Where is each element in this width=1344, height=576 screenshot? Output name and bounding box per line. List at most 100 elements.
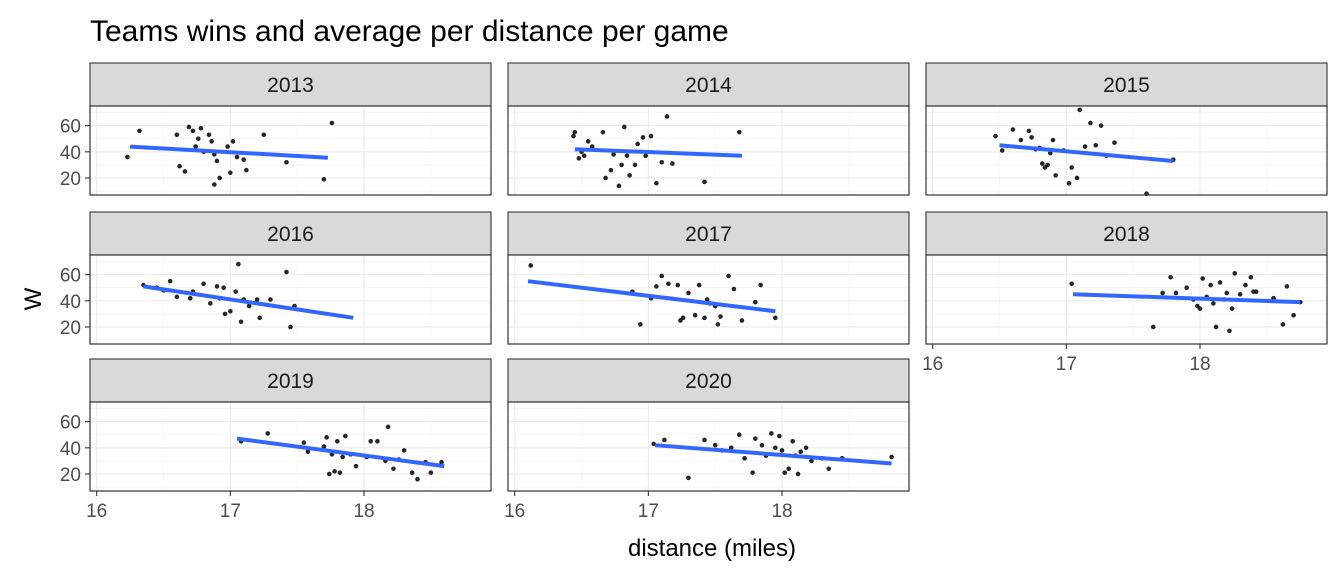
data-point	[236, 261, 241, 267]
data-point	[627, 173, 632, 178]
data-point	[1173, 290, 1179, 296]
data-point	[616, 183, 622, 189]
data-point	[632, 162, 638, 168]
data-point	[798, 449, 804, 455]
data-point	[692, 312, 698, 318]
data-point	[680, 315, 686, 321]
data-point	[654, 284, 659, 289]
data-point	[1066, 180, 1072, 186]
data-point	[1010, 127, 1016, 132]
data-point	[659, 159, 665, 165]
data-point	[288, 324, 293, 330]
data-point	[246, 303, 252, 309]
facet-strip	[89, 211, 492, 256]
data-point	[736, 432, 742, 438]
data-point	[611, 152, 616, 157]
panel-border	[925, 105, 1328, 196]
data-point	[664, 114, 670, 119]
data-point	[1069, 165, 1074, 170]
facet-2019: 2019 20 40 60 16 17 18	[60, 358, 492, 522]
data-point	[284, 159, 289, 165]
y-tick-label: 20	[60, 318, 81, 339]
data-point	[439, 459, 444, 465]
data-point	[659, 273, 665, 279]
trend-line	[236, 436, 445, 469]
facet-2015: 2015	[925, 62, 1328, 196]
data-point	[217, 175, 222, 181]
data-point	[702, 437, 707, 443]
data-point	[1039, 161, 1045, 166]
data-point	[234, 154, 240, 160]
data-point	[619, 162, 624, 168]
data-point	[268, 297, 273, 302]
facet-strip	[507, 62, 910, 107]
data-point	[261, 132, 267, 138]
plot-panel	[508, 402, 909, 491]
data-point	[608, 167, 614, 173]
panel-border	[89, 401, 492, 492]
data-point	[635, 141, 640, 147]
panel-border	[89, 105, 492, 196]
trend-line	[574, 147, 742, 158]
data-point	[712, 442, 718, 448]
data-point	[1243, 282, 1248, 288]
data-point	[640, 135, 646, 140]
x-tick-label: 18	[1189, 354, 1210, 375]
data-point	[195, 136, 201, 142]
data-point	[752, 299, 758, 305]
data-point	[257, 315, 263, 321]
data-point	[337, 470, 343, 475]
data-point	[1074, 175, 1080, 181]
data-point	[301, 440, 307, 445]
data-point	[177, 163, 182, 169]
data-point	[201, 281, 206, 287]
data-point	[651, 441, 656, 447]
data-point	[581, 153, 587, 159]
data-point	[999, 148, 1005, 153]
trend-line	[527, 279, 776, 314]
data-point	[428, 470, 434, 475]
data-point	[305, 449, 311, 455]
x-tick-label: 18	[771, 501, 792, 522]
data-point	[375, 438, 380, 444]
data-point	[638, 322, 643, 327]
data-point	[228, 170, 233, 176]
data-point	[1160, 290, 1165, 296]
data-point	[167, 278, 173, 284]
x-tick-label: 18	[353, 501, 374, 522]
facet-strip-label: 2019	[267, 370, 314, 393]
data-point	[214, 284, 220, 289]
facet-strip-label: 2013	[267, 74, 314, 97]
data-point	[675, 282, 681, 288]
data-point	[1184, 285, 1189, 291]
x-axis-title: distance (miles)	[628, 535, 796, 562]
data-point	[742, 455, 747, 461]
data-point	[790, 438, 796, 444]
data-point	[648, 133, 654, 139]
data-point	[782, 470, 787, 475]
facet-2014: 2014	[507, 62, 910, 196]
data-point	[589, 144, 595, 149]
data-point	[1018, 137, 1024, 143]
data-point	[1197, 306, 1203, 311]
data-point	[889, 454, 894, 460]
data-point	[332, 469, 337, 474]
data-point	[221, 285, 226, 291]
data-point	[773, 315, 778, 321]
data-point	[572, 129, 578, 135]
y-tick-label: 40	[60, 143, 81, 164]
data-point	[654, 180, 659, 186]
data-point	[702, 315, 707, 321]
data-point	[1088, 120, 1093, 126]
y-tick-label: 60	[60, 413, 81, 434]
data-point	[666, 281, 671, 287]
data-point	[993, 133, 998, 139]
data-point	[731, 286, 737, 292]
data-point	[1237, 291, 1243, 297]
data-point	[238, 319, 244, 325]
trend-line	[143, 284, 354, 320]
data-point	[702, 179, 707, 185]
y-axis-title: W	[20, 287, 47, 310]
data-point	[600, 129, 606, 135]
